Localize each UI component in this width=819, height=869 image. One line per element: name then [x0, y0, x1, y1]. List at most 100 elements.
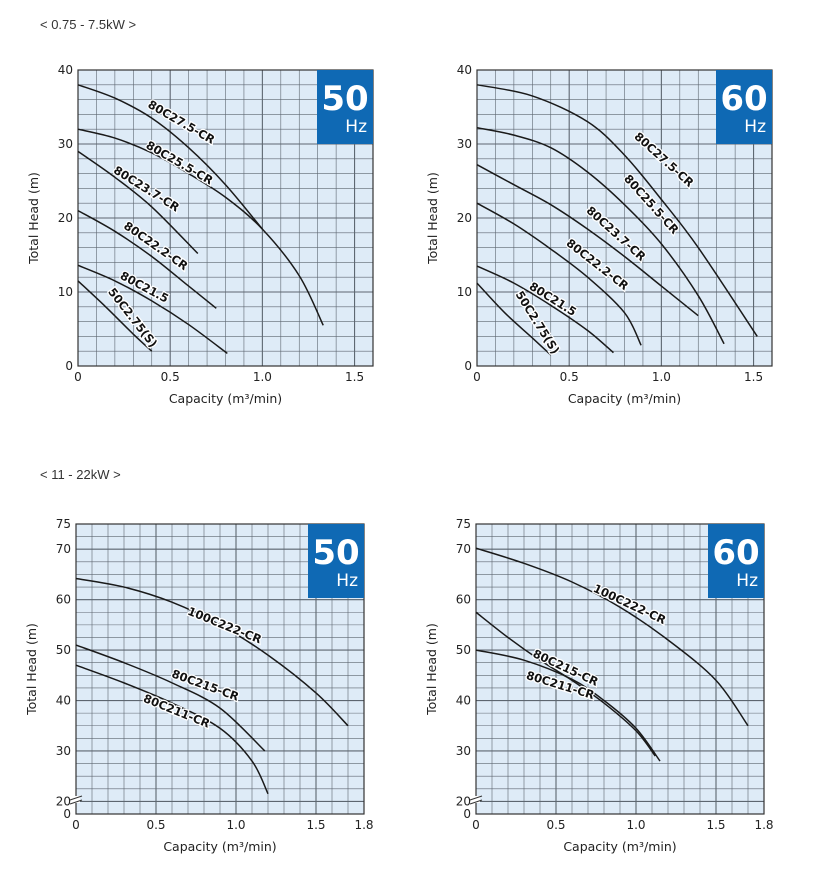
axis-break-mark	[69, 799, 83, 805]
x-tick-label: 0.5	[161, 370, 180, 384]
x-tick-label: 1.0	[626, 818, 645, 832]
plot-frame	[77, 69, 374, 367]
badge-unit: Hz	[744, 117, 766, 137]
y-axis-label: Total Head (m)	[26, 172, 41, 265]
badge-frequency: 50	[321, 79, 368, 119]
x-tick-label: 1.5	[345, 370, 364, 384]
y-tick-label: 40	[456, 694, 471, 708]
y-tick-label: 20	[457, 211, 472, 225]
y-tick-label: 20	[56, 794, 71, 808]
chart-2: 0 0.5 1.0 1.5 0 10 20 30 40 Capacity (m³/min) Tota…	[425, 63, 773, 406]
badge-unit: Hz	[736, 571, 758, 591]
curve-80C23.7-CR	[77, 150, 199, 255]
curve-80C211-CR	[475, 649, 661, 762]
y-tick-label: 75	[56, 517, 71, 531]
curve-80C211-CR	[75, 664, 269, 795]
y-tick-label: 60	[456, 593, 471, 607]
y-tick-label: 0	[464, 359, 472, 373]
curve-80C23.7-CR	[476, 164, 699, 317]
curve-80C215-CR	[75, 644, 266, 752]
plot-frame	[75, 523, 365, 815]
x-tick-label: 1.0	[652, 370, 671, 384]
x-tick-label: 1.5	[706, 818, 725, 832]
y-tick-label: 10	[457, 285, 472, 299]
curve-50C2.75(S)	[77, 280, 153, 352]
curve-50C2.75(S)	[476, 282, 552, 356]
axis-break-mark	[69, 795, 83, 801]
x-tick-label: 1.8	[754, 818, 773, 832]
curve-80C21.5	[476, 265, 614, 354]
plot-frame	[475, 523, 765, 815]
y-axis-label: Total Head (m)	[425, 172, 440, 265]
curve-80C21.5	[77, 264, 228, 355]
badge-unit: Hz	[336, 571, 358, 591]
badge-unit: Hz	[345, 117, 367, 137]
y-tick-label: 20	[456, 794, 471, 808]
x-tick-label: 0	[74, 370, 82, 384]
x-tick-label: 0.5	[560, 370, 579, 384]
curve-80C22.2-CR	[77, 209, 217, 309]
y-tick-label: 30	[56, 744, 71, 758]
y-axis-label: Total Head (m)	[24, 623, 39, 716]
badge-box	[716, 70, 772, 144]
x-tick-label: 0.5	[146, 818, 165, 832]
curve-80C22.2-CR	[476, 202, 642, 346]
x-tick-label: 1.5	[306, 818, 325, 832]
badge-box	[308, 524, 364, 598]
y-tick-label: 40	[457, 63, 472, 77]
y-tick-label: 0	[463, 807, 471, 821]
section-label-large-pumps: < 11 - 22kW >	[40, 467, 121, 482]
curve-80C27.5-CR	[476, 84, 758, 337]
x-tick-label: 1.5	[744, 370, 763, 384]
curve-80C215-CR	[475, 611, 656, 757]
y-tick-label: 30	[456, 744, 471, 758]
y-tick-label: 75	[456, 517, 471, 531]
curve-80C25.5-CR	[77, 128, 324, 326]
x-tick-label: 0	[472, 818, 480, 832]
x-tick-label: 1.0	[253, 370, 272, 384]
x-axis-label: Capacity (m³/min)	[163, 839, 276, 854]
x-tick-label: 1.8	[354, 818, 373, 832]
section-label-small-pumps: < 0.75 - 7.5kW >	[40, 17, 137, 32]
chart-4: 0 0.5 1.0 1.5 1.8 020 30 40 50 60 70 75 Capacity (m³…	[424, 517, 774, 854]
y-tick-label: 20	[58, 211, 73, 225]
axis-break-gap	[472, 796, 480, 803]
curve-80C27.5-CR	[77, 84, 263, 230]
y-tick-label: 40	[58, 63, 73, 77]
badge-frequency: 50	[312, 533, 359, 573]
plot-frame	[476, 69, 773, 367]
y-tick-label: 10	[58, 285, 73, 299]
y-tick-label: 30	[457, 137, 472, 151]
badge-frequency: 60	[720, 79, 767, 119]
x-axis-label: Capacity (m³/min)	[568, 391, 681, 406]
x-tick-label: 0.5	[546, 818, 565, 832]
y-tick-label: 70	[56, 542, 71, 556]
y-tick-label: 50	[56, 643, 71, 657]
grid	[78, 70, 373, 366]
y-tick-label: 30	[58, 137, 73, 151]
x-tick-label: 0	[473, 370, 481, 384]
axis-break-gap	[72, 796, 80, 803]
badge-box	[317, 70, 373, 144]
y-tick-label: 40	[56, 694, 71, 708]
x-tick-label: 0	[72, 818, 80, 832]
y-tick-label: 0	[65, 359, 73, 373]
curve-100C222-CR	[75, 577, 349, 727]
curve-80C25.5-CR	[476, 126, 725, 345]
x-axis-label: Capacity (m³/min)	[563, 839, 676, 854]
badge-box	[708, 524, 764, 598]
y-tick-label: 50	[456, 643, 471, 657]
badge-frequency: 60	[712, 533, 759, 573]
y-tick-label: 70	[456, 542, 471, 556]
chart-1: 0 0.5 1.0 1.5 0 10 20 30 40 Capacity (m³/min) Tota…	[26, 63, 374, 406]
y-axis-label: Total Head (m)	[424, 623, 439, 716]
x-tick-label: 1.0	[226, 818, 245, 832]
curve-100C222-CR	[475, 547, 749, 727]
axis-break-mark	[469, 799, 483, 805]
grid	[76, 524, 364, 814]
